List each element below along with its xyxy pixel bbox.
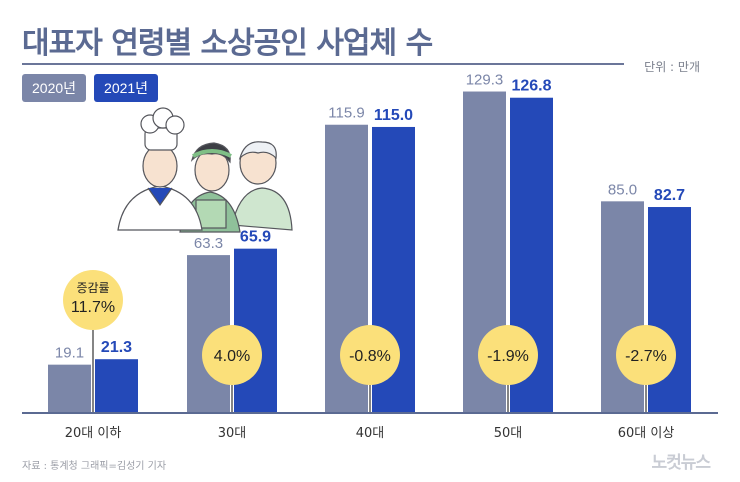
source-credit: 자료 : 통계청 그래픽=김성기 기자	[22, 461, 167, 472]
unit-label: 단위 : 만개	[644, 60, 700, 74]
value-label-2020-0: 19.1	[55, 345, 84, 362]
legend-2020: 2020년	[22, 74, 87, 102]
value-label-2020-1: 63.3	[194, 235, 223, 252]
change-circle-1	[202, 325, 262, 385]
change-rate-0: 11.7%	[71, 299, 115, 316]
category-label-3: 50대	[494, 426, 523, 441]
category-label-2: 40대	[356, 426, 385, 441]
value-label-2020-3: 129.3	[466, 72, 504, 89]
change-circle-4	[616, 325, 676, 385]
category-label-4: 60대 이상	[618, 426, 675, 441]
change-rate-4: -2.7%	[625, 348, 667, 365]
value-label-2021-0: 21.3	[101, 339, 132, 356]
change-rate-1: 4.0%	[214, 348, 250, 365]
change-circle-0	[63, 270, 123, 330]
category-label-0: 20대 이하	[65, 426, 122, 441]
change-rate-3: -1.9%	[487, 348, 529, 365]
value-label-2020-2: 115.9	[328, 105, 364, 122]
nocut-news-logo: 노컷뉴스	[651, 453, 711, 473]
change-rate-title: 증감률	[76, 281, 109, 295]
bar-2021-0	[95, 359, 138, 412]
category-label-1: 30대	[218, 426, 247, 441]
value-label-2021-4: 82.7	[654, 187, 685, 204]
legend-2021: 2021년	[94, 74, 159, 102]
title-divider	[22, 63, 624, 65]
legend: 2020년 2021년	[22, 74, 159, 102]
workers-illustration	[117, 107, 293, 233]
change-rate-2: -0.8%	[349, 348, 391, 365]
value-label-2021-1: 65.9	[240, 229, 271, 246]
change-circle-3	[478, 325, 538, 385]
bar-2020-0	[48, 364, 91, 412]
value-label-2021-3: 126.8	[511, 78, 551, 95]
change-circle-2	[340, 325, 400, 385]
value-label-2020-4: 85.0	[608, 181, 637, 198]
value-label-2021-2: 115.0	[374, 107, 413, 124]
chart-title: 대표자 연령별 소상공인 사업체 수	[22, 26, 433, 61]
